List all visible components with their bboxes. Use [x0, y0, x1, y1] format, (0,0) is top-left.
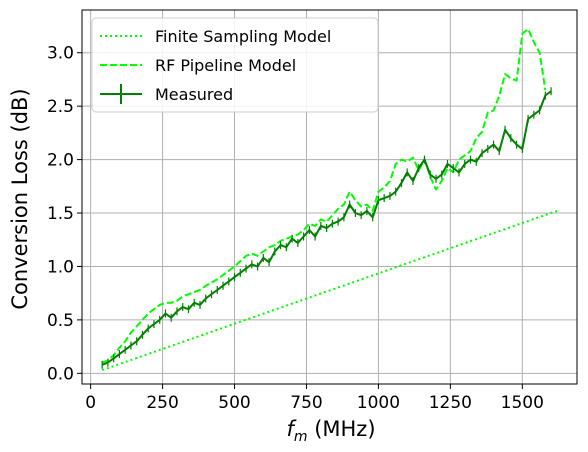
legend-box: [91, 17, 379, 113]
y-tick-label: 1.0: [47, 257, 74, 277]
y-tick-label: 0.5: [47, 311, 74, 331]
x-tick-label: 750: [290, 393, 322, 413]
legend-label-measured: Measured: [155, 85, 233, 104]
series-finite-sampling-model-line: [101, 209, 558, 372]
legend-label-finite-sampling: Finite Sampling Model: [155, 27, 331, 46]
y-tick-label: 2.0: [47, 151, 74, 171]
x-tick-label: 250: [146, 393, 178, 413]
series-layer: [101, 28, 558, 372]
legend: Finite Sampling Model RF Pipeline Model …: [91, 17, 379, 113]
y-axis-label: Conversion Loss (dB): [8, 88, 32, 309]
x-tick-label: 1250: [429, 393, 472, 413]
axis-ticks: 0 250 500 750 1000 1250 1500 0.0 0.5 1.0 1.5 2.0 2.5…: [47, 44, 544, 413]
x-tick-label: 500: [218, 393, 250, 413]
y-tick-label: 3.0: [47, 44, 74, 64]
series-rf-pipeline-model-line: [101, 28, 547, 364]
plot-area-frame: [81, 9, 578, 385]
y-tick-label: 2.5: [47, 97, 74, 117]
y-tick-label: 0.0: [47, 364, 74, 384]
y-tick-label: 1.5: [47, 204, 74, 224]
x-tick-label: 1500: [501, 393, 544, 413]
x-tick-label: 1000: [357, 393, 400, 413]
x-tick-label: 0: [85, 393, 96, 413]
x-axis-label: fm (MHz): [286, 417, 375, 445]
legend-label-rf-pipeline: RF Pipeline Model: [155, 56, 296, 75]
